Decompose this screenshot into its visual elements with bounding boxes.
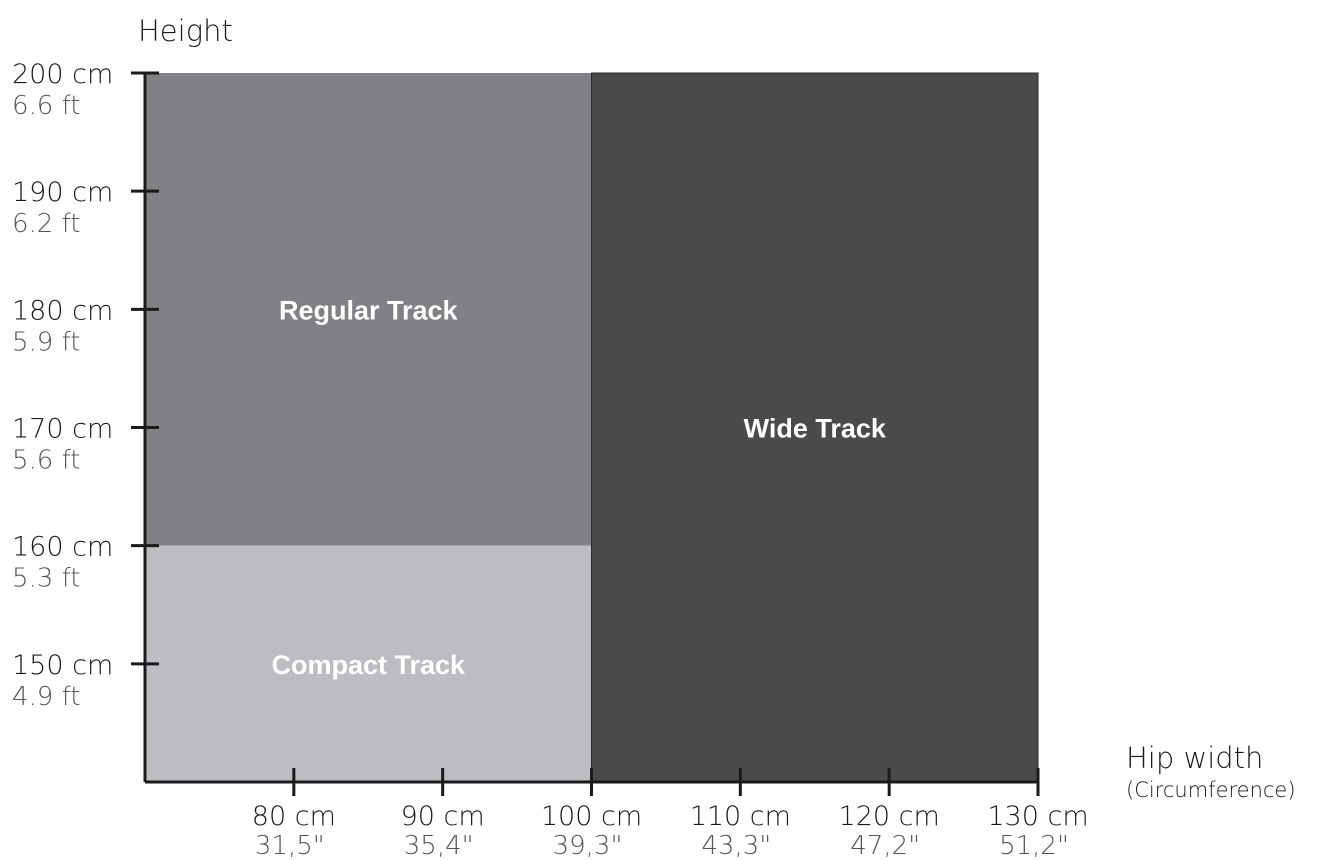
y-tick-label: 170 cm [12,414,113,445]
x-tick-label: 80 cm [252,801,336,832]
x-tick-label: 130 cm [987,801,1088,832]
wide-track-label: Wide Track [744,414,887,444]
x-tick-sublabel: 51,2" [999,831,1069,860]
wide-track-region [591,73,1038,782]
regions-layer [145,72,1039,783]
x-tick-sublabel: 35,4" [404,831,474,860]
y-tick-label: 200 cm [12,59,113,90]
x-tick-label: 120 cm [839,801,940,832]
y-tick-label: 160 cm [12,532,113,563]
x-tick-label: 90 cm [401,801,485,832]
y-tick-sublabel: 4.9 ft [12,682,81,712]
x-tick-sublabel: 47,2" [850,831,920,860]
x-axis-title: Hip width [1126,741,1263,775]
x-tick-label: 110 cm [690,801,791,832]
regular-track-region [145,73,592,546]
y-tick-sublabel: 5.6 ft [12,446,81,476]
regular-track-label: Regular Track [279,295,459,325]
x-axis-note: (Circumference) [1126,778,1296,802]
compact-track-region [145,545,592,782]
y-tick-sublabel: 6.6 ft [12,91,81,121]
y-axis-title: Height [138,14,233,48]
x-tick-sublabel: 39,3" [553,831,623,860]
x-tick-label: 100 cm [541,801,642,832]
compact-track-label: Compact Track [271,650,466,680]
axes-layer: 200 cm6.6 ft 190 cm6.2 ft 180 cm5.9 ft 170 … [12,14,1296,860]
y-tick-label: 180 cm [12,295,113,326]
labels-layer: Regular Track Compact Track Wide Track [271,295,886,679]
x-tick-sublabel: 43,3" [701,831,771,860]
y-tick-sublabel: 5.3 ft [12,564,81,594]
y-tick-sublabel: 6.2 ft [12,209,81,239]
y-tick-label: 150 cm [12,650,113,681]
y-tick-sublabel: 5.9 ft [12,327,81,357]
x-tick-sublabel: 31,5" [255,831,325,860]
y-tick-label: 190 cm [12,177,113,208]
